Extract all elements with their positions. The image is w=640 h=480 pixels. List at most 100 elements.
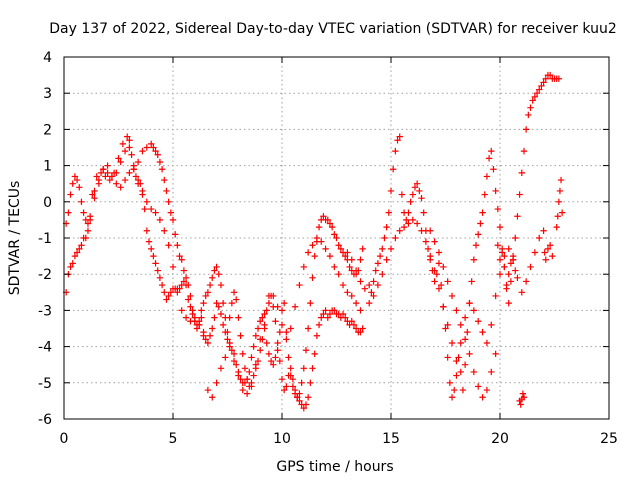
data-point-track-1-86 <box>280 299 288 307</box>
data-point-track-4-42 <box>446 379 454 386</box>
data-point-track-2-98 <box>307 299 314 307</box>
data-point-track-2-44 <box>189 310 196 318</box>
data-point-track-1-95 <box>300 404 307 412</box>
data-point-track-4-1 <box>348 256 355 263</box>
data-point-track-3-21 <box>156 216 164 224</box>
data-point-track-1-3 <box>76 245 83 253</box>
data-point-track-4-84 <box>538 82 545 90</box>
data-point-track-4-58 <box>481 191 488 198</box>
data-point-track-1-119 <box>352 325 360 332</box>
data-point-track-4-41 <box>444 354 451 361</box>
data-point-track-2-66 <box>237 332 244 339</box>
data-point-track-2-106 <box>324 216 331 224</box>
data-point-track-4-18 <box>394 137 401 144</box>
data-point-track-3-1 <box>69 260 76 267</box>
data-point-track-1-22 <box>141 205 148 213</box>
data-point-track-5-29 <box>492 292 499 300</box>
data-point-track-1-6 <box>89 191 96 198</box>
data-point-track-4-7 <box>370 278 377 285</box>
data-point-track-6-8 <box>461 336 469 343</box>
data-point-track-4-8 <box>372 267 379 274</box>
data-point-track-8-1 <box>517 401 524 408</box>
data-point-track-3-63 <box>339 281 347 289</box>
data-point-track-1-81 <box>270 361 277 368</box>
data-point-track-1-10 <box>106 176 113 184</box>
data-point-track-2-29 <box>156 158 164 166</box>
data-point-track-10-1 <box>554 213 561 220</box>
data-point-track-3-41 <box>243 390 251 397</box>
data-point-track-4-0 <box>344 249 351 256</box>
data-point-track-3-28 <box>187 318 194 325</box>
data-point-track-2-56 <box>215 303 222 310</box>
data-point-track-4-27 <box>413 180 421 187</box>
data-point-track-2-55 <box>213 299 220 307</box>
data-point-track-2-12 <box>91 194 98 202</box>
data-points <box>62 71 566 412</box>
data-point-track-4-37 <box>435 260 443 267</box>
data-point-track-1-1 <box>67 263 74 271</box>
data-point-track-5-36 <box>522 278 530 285</box>
y-tick-label--2: -2 <box>38 267 52 283</box>
data-point-track-10-0 <box>553 223 560 231</box>
data-point-track-2-96 <box>302 347 310 354</box>
data-point-track-5-4 <box>383 256 390 263</box>
data-point-track-2-2 <box>67 191 74 198</box>
data-point-track-1-113 <box>339 310 347 318</box>
data-point-track-8-3 <box>519 390 527 397</box>
data-point-track-4-56 <box>477 220 484 227</box>
data-point-track-5-15 <box>431 267 438 274</box>
data-point-track-1-70 <box>246 368 253 376</box>
data-point-track-1-84 <box>276 328 284 336</box>
data-point-track-2-94 <box>298 379 305 386</box>
data-point-track-2-39 <box>178 256 185 263</box>
data-point-track-1-14 <box>124 133 131 140</box>
data-point-track-3-36 <box>222 354 229 361</box>
data-point-track-3-67 <box>357 307 364 314</box>
data-point-track-1-13 <box>119 140 127 148</box>
data-point-track-6-4 <box>444 278 451 285</box>
data-point-track-3-60 <box>326 252 334 260</box>
data-point-track-4-44 <box>451 386 458 394</box>
data-point-track-2-111 <box>335 242 342 249</box>
data-point-track-4-12 <box>381 234 388 242</box>
data-point-track-3-61 <box>331 263 338 271</box>
data-point-track-4-5 <box>366 281 373 289</box>
data-point-track-2-8 <box>80 209 87 216</box>
data-point-track-1-87 <box>283 328 290 336</box>
data-point-track-1-55 <box>213 263 220 271</box>
data-point-track-2-69 <box>243 375 251 383</box>
data-point-track-4-47 <box>457 368 464 376</box>
data-point-track-4-81 <box>531 93 539 101</box>
data-point-track-5-18 <box>444 321 451 329</box>
data-point-track-2-68 <box>241 365 249 372</box>
data-point-track-2-110 <box>333 234 340 242</box>
data-point-track-3-50 <box>283 336 290 343</box>
data-point-track-2-108 <box>328 223 336 231</box>
data-point-track-1-5 <box>84 220 92 227</box>
data-point-track-4-30 <box>420 209 427 216</box>
data-point-track-3-44 <box>257 336 264 343</box>
data-point-track-4-72 <box>512 234 519 242</box>
data-point-track-1-7 <box>93 173 100 180</box>
data-point-track-5-16 <box>435 285 443 292</box>
data-point-track-5-24 <box>470 307 478 314</box>
data-point-track-3-12 <box>117 158 124 166</box>
data-point-track-3-40 <box>239 386 246 394</box>
data-point-track-5-31 <box>501 252 508 260</box>
data-point-track-7-0 <box>494 242 502 249</box>
data-point-track-1-52 <box>206 281 214 289</box>
data-point-track-2-82 <box>272 318 279 325</box>
data-point-track-10-2 <box>555 198 563 205</box>
grid-lines <box>64 57 609 419</box>
data-point-track-4-13 <box>383 223 390 231</box>
data-point-track-2-5 <box>73 176 81 184</box>
data-point-track-4-82 <box>533 90 541 97</box>
data-point-track-3-19 <box>148 205 155 213</box>
data-point-track-2-60 <box>224 336 231 343</box>
data-point-track-1-25 <box>148 245 155 253</box>
data-point-track-3-64 <box>344 289 351 296</box>
data-point-track-1-93 <box>296 397 303 405</box>
data-point-track-4-14 <box>385 209 393 216</box>
data-point-track-5-2 <box>374 281 382 289</box>
data-point-track-4-75 <box>518 169 525 177</box>
